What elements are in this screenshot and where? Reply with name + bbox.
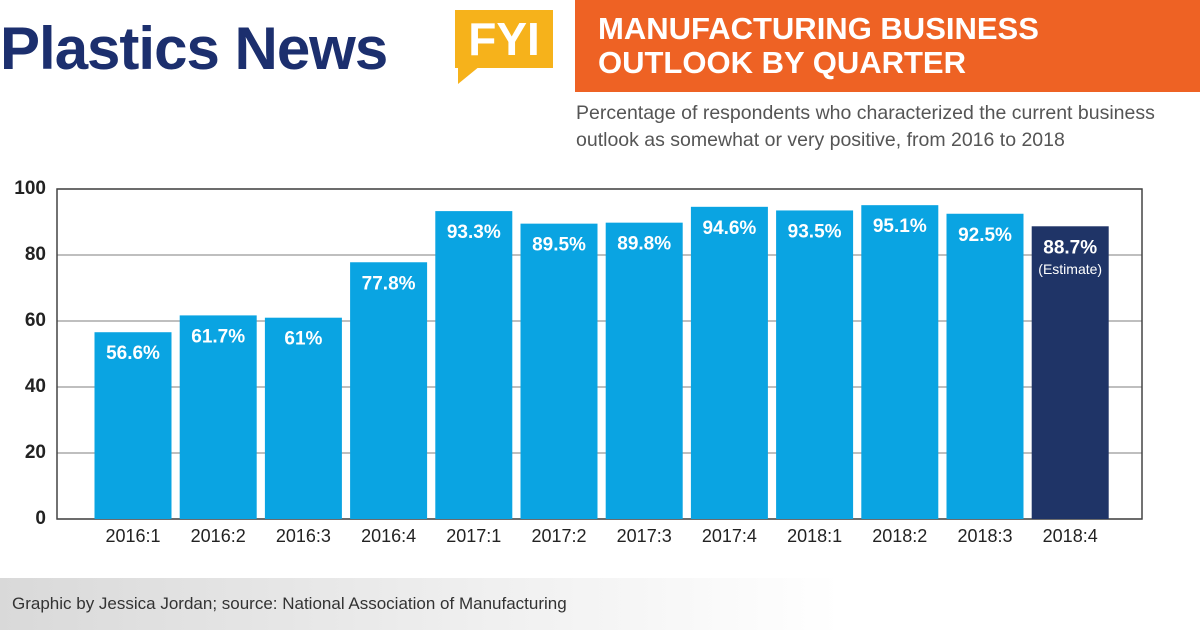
- bar: [946, 213, 1024, 519]
- bar: [776, 210, 854, 519]
- footer-band: [0, 578, 1200, 630]
- value-label: 61%: [284, 329, 322, 350]
- chart: 0 20 40 60 80 100 2016:1 56.6% 2016:2 61.7% 2016:3…: [14, 178, 1143, 546]
- x-tick-label: 2016:3: [276, 526, 331, 546]
- bar: [520, 223, 598, 519]
- y-tick-label: 80: [25, 244, 46, 265]
- value-note: (Estimate): [1038, 261, 1102, 277]
- value-label: 88.7%: [1043, 237, 1097, 258]
- x-tick-label: 2017:3: [617, 526, 672, 546]
- x-tick-label: 2018:4: [1043, 526, 1098, 546]
- x-tick-label: 2016:4: [361, 526, 416, 546]
- bar: [1031, 226, 1109, 520]
- value-label: 93.5%: [788, 221, 842, 242]
- y-tick-label: 20: [25, 442, 46, 463]
- x-tick-label: 2018:2: [872, 526, 927, 546]
- bar: [690, 206, 768, 519]
- x-tick-label: 2016:2: [191, 526, 246, 546]
- x-tick-label: 2017:1: [446, 526, 501, 546]
- y-tick-label: 40: [25, 376, 46, 397]
- bar: [264, 317, 342, 519]
- plot-frame: [56, 188, 1143, 520]
- bar: [605, 222, 683, 519]
- value-label: 95.1%: [873, 216, 927, 237]
- badge-tail: [458, 66, 480, 84]
- value-label: 56.6%: [106, 343, 160, 364]
- y-tick-label: 0: [35, 508, 46, 529]
- title-box: [575, 0, 1200, 92]
- footer-text: Graphic by Jessica Jordan; source: Natio…: [12, 594, 567, 613]
- bar: [94, 332, 172, 519]
- y-tick-label: 60: [25, 310, 46, 331]
- x-tick-label: 2017:4: [702, 526, 757, 546]
- value-label: 61.7%: [191, 326, 245, 347]
- x-tick-label: 2018:1: [787, 526, 842, 546]
- bar: [435, 211, 513, 520]
- value-label: 77.8%: [362, 273, 416, 294]
- x-tick-label: 2016:1: [105, 526, 160, 546]
- y-tick-label: 100: [14, 178, 46, 199]
- x-tick-label: 2017:2: [531, 526, 586, 546]
- x-tick-label: 2018:3: [957, 526, 1012, 546]
- value-label: 89.8%: [617, 234, 671, 255]
- bar: [179, 315, 257, 519]
- chart-title: MANUFACTURING BUSINESS OUTLOOK BY QUARTE…: [598, 11, 1039, 80]
- value-label: 92.5%: [958, 225, 1012, 246]
- value-label: 94.6%: [702, 218, 756, 239]
- value-label: 93.3%: [447, 222, 501, 243]
- chart-subtitle: Percentage of respondents who characteri…: [576, 102, 1155, 151]
- bar: [350, 262, 428, 519]
- brand-logo: Plastics News: [0, 15, 388, 82]
- badge: FYI: [455, 10, 553, 68]
- value-label: 89.5%: [532, 235, 586, 256]
- bar: [861, 205, 939, 520]
